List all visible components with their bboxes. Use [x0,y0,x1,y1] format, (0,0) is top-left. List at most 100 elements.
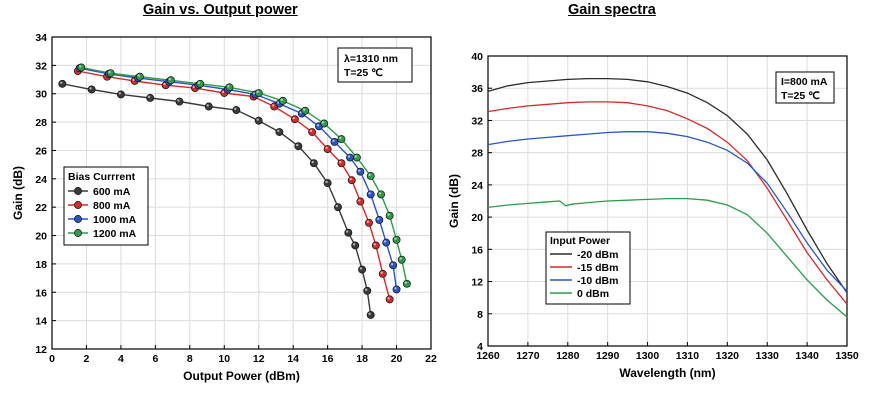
chart1-legend-label: 1200 mA [93,228,137,240]
chart2-ytick-label: 36 [471,83,483,95]
chart2-plot-frame [487,55,848,347]
chart1-data-point-highlight [177,99,180,102]
chart1-xtick-label: 20 [391,353,403,365]
chart1-data-point [371,241,380,250]
chart1-data-point-highlight [299,111,302,114]
chart1-data-point [106,69,115,78]
chart1-data-point [196,79,205,88]
chart1-data-point-highlight [377,217,380,221]
chart1-ytick-label: 22 [35,202,47,214]
chart1-data-point-highlight [359,267,363,270]
chart1-data-point [366,190,375,199]
chart2-ytick-label: 4 [477,341,483,353]
chart1-ytick-label: 32 [35,60,47,72]
chart1-data-point-highlight [132,78,135,82]
chart1-data-point [366,311,375,319]
chart2-title: Gain spectra [568,2,656,18]
chart1-data-point-highlight [118,92,122,95]
chart1-data-point-highlight [227,85,230,88]
chart1-xtick-label: 16 [322,353,334,365]
chart2-legend-label: -10 dBm [577,275,618,287]
chart1-data-point [254,89,263,97]
chart1-data-point [77,63,86,72]
chart1-data-point-highlight [335,204,339,208]
chart1-data-point [320,119,329,128]
chart1-annotation-temperature: T=25 ℃ [344,67,383,79]
chart1-series-line-1 [62,83,372,316]
chart2-xtick-label: 1270 [516,350,540,362]
chart1-xtick-label: 6 [152,353,158,365]
chart1-data-point [366,172,375,180]
chart1-data-point [309,159,318,168]
chart1-data-point-highlight [296,143,299,147]
chart1-data-point [323,145,332,153]
chart1-x-axis-label: Output Power (dBm) [183,369,300,383]
chart2-legend-label: 0 dBm [577,288,609,300]
chart2-annotation-temperature: T=25 ℃ [781,90,820,102]
chart1-data-point [344,228,353,237]
chart1-data-point [392,235,401,244]
chart1-y-axis-label: Gain (dB) [11,166,25,220]
chart1-data-point-highlight [394,237,397,240]
chart2-xtick-label: 1320 [716,350,740,362]
chart1-data-point [346,153,354,162]
chart1-data-point [385,211,394,220]
chart1-ytick-label: 24 [35,174,47,186]
chart1-data-point [135,72,144,81]
chart1-data-point [116,90,125,99]
chart1-data-point [397,255,406,264]
chart1-legend-marker [74,215,82,223]
chart1-legend: Bias Currrent 600 mA 800 mA 1000 mA 1200 mA [63,166,149,246]
chart2-xtick-label: 1310 [676,350,700,362]
chart1-data-point [166,76,175,85]
chart1-ytick-label: 14 [35,316,47,328]
chart2-series-line-2 [487,101,848,305]
chart1-data-point [278,96,287,105]
chart1-legend-title: Bias Currrent [68,171,136,183]
chart2-series-line-1 [487,77,848,294]
chart1-data-point-highlight [197,81,201,84]
chart1-ytick-label: 16 [35,287,47,299]
chart1-data-point-highlight [147,95,151,99]
chart1-legend-marker [74,187,82,195]
chart1-data-point-highlight [292,116,296,120]
chart2-ytick-label: 20 [471,212,483,224]
chart1-series-line-2 [77,70,391,300]
chart1-data-point [402,279,411,288]
chart1-data-point-highlight [60,81,63,84]
chart2-series-line-4 [487,197,848,318]
chart1-xtick-label: 10 [218,353,230,365]
chart1-plot-frame [51,36,432,350]
chart1-data-point-highlight [277,129,280,133]
chart1-title: Gain vs. Output power [143,2,298,18]
chart1-data-point [232,106,241,114]
chart1-data-point [392,285,401,294]
chart1-ytick-label: 26 [35,145,47,157]
chart1-ytick-label: 34 [35,32,47,44]
chart2-ytick-label: 24 [471,180,483,192]
chart1-ytick-label: 20 [35,231,47,243]
chart1-legend-label: 600 mA [93,186,131,198]
chart1-data-point-highlight [390,263,394,266]
chart2-annotation-box [775,71,835,104]
chart1-legend-marker [74,229,82,237]
chart1-axes: 0 2 4 6 8 10 12 14 16 18 20 22121416182022242628303… [11,32,437,383]
chart2-xtick-label: 1350 [835,350,859,362]
chart1-data-point [351,241,360,250]
chart1-data-point-highlight [277,101,280,104]
chart1-data-point [347,176,356,185]
chart2-x-axis-label: Wavelength (nm) [619,366,715,380]
chart1-data-point [334,203,342,212]
chart1-data-point [352,153,361,162]
chart1-xtick-label: 8 [187,353,193,365]
chart1-data-point-highlight [252,92,256,95]
chart1-data-point-highlight [325,180,328,184]
chart1-xtick-label: 14 [287,353,299,365]
chart1-data-point-highlight [192,85,196,89]
chart1-data-point-highlight [347,155,351,158]
chart1-data-point-highlight [358,169,361,172]
chart1-data-point [275,128,284,136]
chart1-data-point [358,265,367,274]
chart1-data-point-highlight [256,90,259,94]
